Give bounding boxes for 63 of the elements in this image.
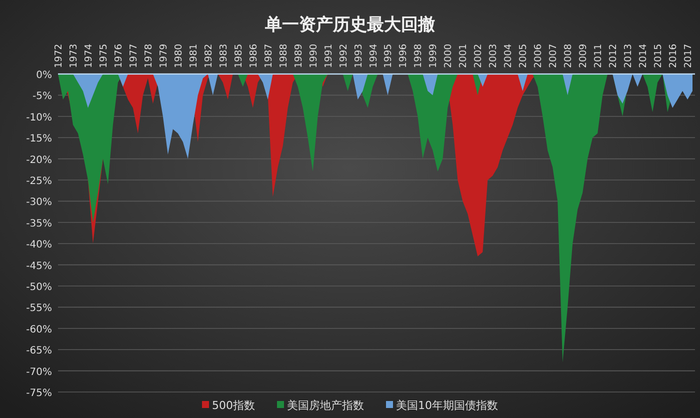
x-tick-label: 2011 — [593, 44, 604, 68]
x-tick-label: 1999 — [428, 44, 440, 68]
y-tick-label: -25% — [26, 176, 52, 187]
x-tick-label: 1995 — [383, 44, 394, 68]
x-tick-label: 1993 — [353, 44, 364, 68]
x-tick-label: 2004 — [503, 44, 514, 68]
x-tick-label: 1982 — [203, 44, 214, 68]
x-tick-label: 2009 — [578, 44, 590, 68]
x-tick-label: 2002 — [473, 44, 484, 68]
x-tick-label: 2015 — [653, 44, 664, 68]
x-tick-label: 2017 — [683, 44, 694, 68]
x-tick-label: 1990 — [308, 44, 320, 68]
x-tick-label: 1978 — [143, 44, 154, 68]
x-tick-label: 1979 — [158, 44, 170, 68]
x-tick-label: 1974 — [83, 44, 94, 68]
y-tick-label: 0% — [36, 70, 52, 81]
x-tick-label: 1989 — [293, 44, 304, 68]
x-tick-label: 1996 — [398, 44, 410, 68]
x-tick-label: 1998 — [413, 44, 424, 68]
legend-label: 美国房地产指数 — [287, 399, 364, 412]
x-tick-label: 2016 — [668, 44, 680, 68]
x-tick-label: 1972 — [54, 44, 64, 68]
x-tick-label: 1980 — [173, 44, 184, 68]
x-tick-label: 1992 — [338, 44, 350, 68]
x-tick-label: 2005 — [518, 44, 530, 68]
x-tick-label: 1994 — [368, 44, 380, 68]
x-tick-label: 2008 — [563, 44, 574, 68]
y-tick-label: -40% — [26, 240, 52, 251]
x-tick-label: 1985 — [233, 44, 244, 68]
x-tick-label: 1975 — [98, 44, 110, 68]
x-tick-label: 1981 — [188, 44, 200, 68]
y-tick-label: -30% — [26, 197, 52, 208]
y-tick-label: -5% — [32, 91, 52, 102]
x-tick-label: 1976 — [113, 44, 124, 68]
legend-label: 500指数 — [212, 399, 255, 412]
x-tick-label: 1983 — [218, 44, 230, 68]
x-tick-label: 2007 — [548, 44, 560, 68]
x-tick-label: 1977 — [128, 44, 140, 68]
x-tick-label: 2003 — [488, 44, 500, 68]
y-tick-label: -10% — [26, 112, 52, 124]
x-tick-label: 2000 — [443, 44, 454, 68]
legend-label: 美国10年期国债指数 — [396, 399, 498, 412]
x-tick-label: 1986 — [248, 44, 260, 68]
x-tick-label: 1988 — [278, 44, 290, 68]
x-tick-label: 2012 — [608, 44, 620, 68]
y-tick-label: -35% — [26, 218, 52, 230]
y-tick-label: -45% — [26, 260, 52, 272]
x-tick-label: 2001 — [458, 44, 470, 68]
y-tick-label: -50% — [26, 282, 52, 293]
y-tick-label: -60% — [26, 324, 52, 336]
x-tick-label: 2013 — [623, 44, 634, 68]
y-tick-label: -70% — [26, 366, 52, 378]
x-tick-label: 1973 — [68, 44, 80, 68]
x-tick-label: 1987 — [263, 44, 274, 68]
y-tick-label: -55% — [26, 303, 52, 314]
y-tick-label: -20% — [26, 154, 52, 166]
x-tick-label: 2006 — [533, 44, 544, 68]
chart-title: 单一资产历史最大回撤 — [264, 15, 435, 35]
y-tick-label: -75% — [26, 388, 52, 399]
y-tick-label: -65% — [26, 346, 52, 357]
x-tick-label: 2014 — [638, 44, 650, 68]
y-tick-label: -15% — [26, 134, 52, 145]
x-tick-label: 1991 — [323, 44, 334, 68]
